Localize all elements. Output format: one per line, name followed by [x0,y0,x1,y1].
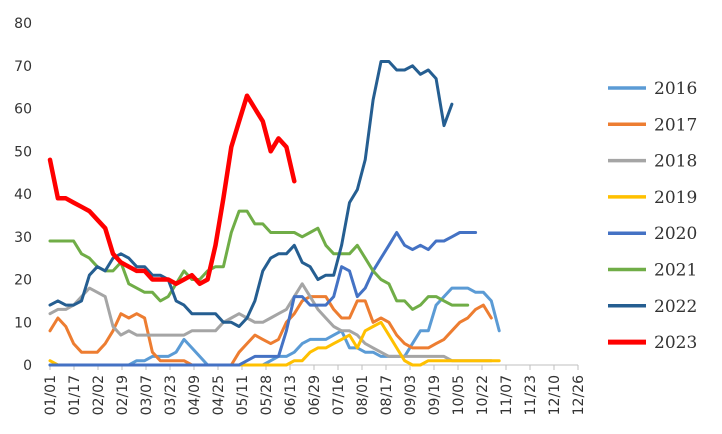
y-tick-label: 40 [14,187,32,203]
series-line-2017 [48,295,493,367]
legend-label: 2018 [654,152,697,172]
legend-label: 2023 [654,333,697,353]
x-tick-label: 06/13 [283,375,299,415]
legend: 2016 2017 2018 2019 2020 2021 2022 2023 [608,79,697,353]
x-tick-label: 08/01 [355,375,371,415]
series-line-2018 [48,282,493,363]
x-tick-label: 11/07 [499,375,515,415]
x-tick-label: 05/28 [259,375,275,415]
x-tick-label: 06/29 [307,375,323,415]
x-tick-label: 12/10 [547,375,563,415]
x-tick-label: 02/19 [115,375,131,415]
legend-label: 2022 [654,297,697,317]
x-tick-label: 09/19 [427,375,443,415]
series-line-2023 [47,93,297,287]
x-tick-label: 09/03 [403,375,419,415]
legend-label: 2016 [654,79,697,99]
y-tick-label: 10 [14,315,32,331]
x-tick-label: 10/22 [475,375,491,415]
legend-label: 2017 [654,115,697,135]
series-line-2020 [48,231,478,367]
y-tick-label: 20 [14,273,32,289]
y-tick-label: 80 [14,16,32,32]
y-tick-label: 50 [14,144,32,160]
legend-label: 2019 [654,188,697,208]
x-tick-label: 08/17 [379,375,395,415]
x-tick-label: 03/07 [139,375,155,415]
y-tick-label: 30 [14,230,32,246]
x-tick-label: 03/23 [163,375,179,415]
x-tick-label: 12/26 [571,375,587,415]
x-axis: 01/01 01/17 02/02 02/19 03/07 03/23 04/09 04/25… [43,364,587,415]
legend-label: 2021 [654,261,697,281]
x-tick-label: 04/25 [211,375,227,415]
x-tick-label: 11/23 [523,375,539,415]
x-tick-label: 02/02 [91,375,107,415]
x-tick-label: 10/05 [451,375,467,415]
y-tick-label: 60 [14,102,32,118]
x-tick-label: 01/17 [67,375,83,415]
x-tick-label: 01/01 [43,375,59,415]
y-tick-label: 70 [14,59,32,75]
series-line-2016 [48,286,501,367]
series-lines [47,60,501,367]
legend-label: 2020 [654,224,697,244]
x-tick-label: 07/16 [331,375,347,415]
x-tick-label: 05/11 [235,375,251,415]
x-tick-label: 04/09 [187,375,203,415]
y-axis: 0 10 20 30 40 50 60 70 80 [14,16,32,374]
y-tick-label: 0 [23,358,32,374]
